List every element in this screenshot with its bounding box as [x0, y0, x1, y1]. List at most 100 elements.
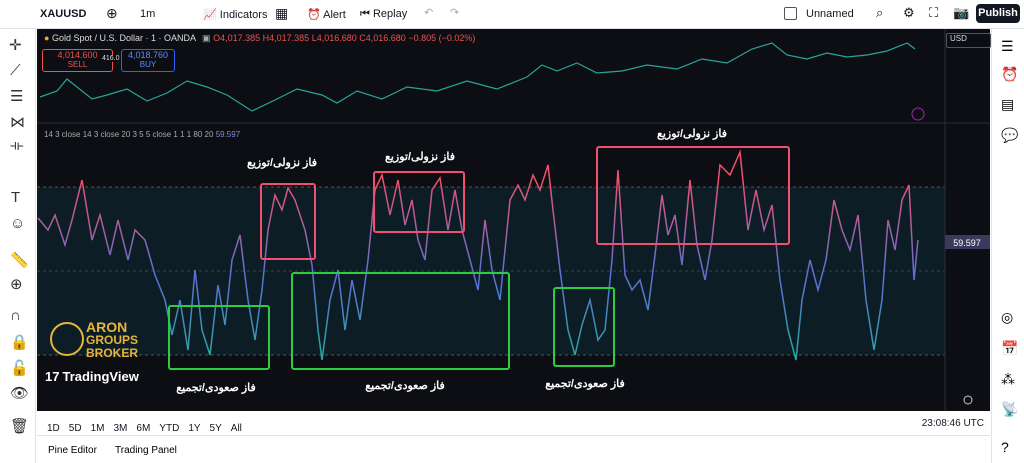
text-tool[interactable]: T [11, 189, 21, 206]
close: C4,016.680 [359, 33, 406, 43]
left-toolbar: ✛ ⟋ ☰ ⋈ ⟛ T ☺ 📏 ⊕ ∩ 🔒 🔓 👁 🗑 [0, 29, 36, 463]
range-buttons: 1D 5D 1M 3M 6M YTD 1Y 5Y All [47, 418, 251, 436]
logo-emblem [50, 322, 84, 356]
trend-line-tool[interactable]: ⟋ [10, 62, 21, 79]
lock-drawings[interactable]: 🔒 [10, 334, 29, 351]
change: −0.805 (−0.02%) [408, 33, 476, 43]
layout-checkbox[interactable] [784, 7, 797, 20]
redo[interactable]: ↷ [450, 7, 460, 19]
apps[interactable]: ⁂ [1001, 371, 1015, 387]
logo-line: BROKER [86, 346, 139, 360]
logo-text: ARON GROUPS BROKER [86, 319, 139, 360]
clock: 23:08:46 UTC [921, 418, 984, 429]
range-button[interactable]: 1M [90, 423, 105, 434]
help[interactable]: ? [1001, 439, 1009, 455]
currency-select[interactable]: USD [946, 33, 991, 48]
buy-price: 4,018.760 [127, 50, 169, 60]
alert[interactable]: ⏰ Alert [307, 9, 346, 21]
logo-line: ARON [86, 319, 128, 335]
layout-name[interactable]: Unnamed [806, 8, 854, 20]
range-button[interactable]: 1Y [188, 423, 201, 434]
distribution-box [373, 171, 465, 233]
unlock-drawings[interactable]: 🔓 [10, 360, 29, 377]
chart-settings[interactable] [963, 395, 973, 405]
bottom-tab[interactable]: Trading Panel [115, 445, 177, 456]
ruler-tool[interactable]: 📏 [10, 252, 29, 269]
logo-line: GROUPS [86, 333, 139, 347]
zoom-tool[interactable]: ⊕ [10, 276, 23, 293]
distribution-box [596, 146, 790, 245]
alerts-panel[interactable]: ⏰ [1001, 66, 1019, 82]
range-button[interactable]: 1D [47, 423, 60, 434]
ideas[interactable]: ◎ [1001, 309, 1014, 325]
high: H4,017.385 [262, 33, 310, 43]
sell-label: SELL [67, 60, 88, 69]
replay[interactable]: ⏮ Replay [360, 8, 408, 20]
calendar[interactable]: 📅 [1001, 340, 1019, 356]
watermark-text: TradingView [62, 369, 139, 384]
crosshair-tool[interactable]: ✛ [9, 37, 22, 54]
fullscreen[interactable]: ⛶ [929, 5, 939, 20]
buy-button[interactable]: 4,018.760 BUY [121, 49, 175, 72]
top-toolbar: XAUUSD ⊕ 1m 📈 Indicators ▦ ⏰ Alert ⏮ Rep… [0, 0, 1024, 29]
interval[interactable]: 1m [140, 8, 156, 20]
indicator-settings: 14 3 close 14 3 close 20 3 5 5 close 1 1… [44, 130, 214, 139]
object-tree[interactable]: ▤ [1001, 96, 1015, 112]
accumulation-label: فاز صعودی/تجمیع [176, 382, 256, 394]
accumulation-box [553, 287, 615, 367]
sell-price: 4,014.600 [57, 50, 98, 60]
indicator-value: 59.597 [215, 130, 241, 139]
settings[interactable]: ⚙ [903, 5, 915, 20]
pattern-tool[interactable]: ⋈ [10, 114, 25, 131]
range-button[interactable]: 5Y [209, 423, 222, 434]
add-symbol[interactable]: ⊕ [106, 5, 118, 21]
oscillator-line [37, 149, 919, 361]
accumulation-label: فاز صعودی/تجمیع [545, 378, 625, 390]
price-line [39, 42, 916, 112]
indicators[interactable]: 📈 Indicators [203, 9, 268, 21]
publish[interactable]: Publish [976, 4, 1020, 23]
undo[interactable]: ↶ [424, 7, 434, 19]
bottom-tab[interactable]: Pine Editor [48, 445, 97, 456]
range-button[interactable]: All [230, 423, 242, 434]
accumulation-box [168, 305, 270, 370]
spread: 416.0 [102, 55, 120, 62]
lightning-icon [911, 107, 925, 121]
measure-tool[interactable]: ⟛ [10, 137, 24, 154]
chart-legend: ● Gold Spot / U.S. Dollar · 1 · OANDA ▣ … [44, 33, 476, 43]
emoji-tool[interactable]: ☺ [10, 215, 26, 232]
alert-label: Alert [323, 9, 346, 21]
range-button[interactable]: 5D [68, 423, 82, 434]
chat[interactable]: 💬 [1001, 127, 1019, 143]
magnet-tool[interactable]: ∩ [10, 307, 21, 324]
range-button[interactable]: 6M [136, 423, 151, 434]
indicator-legend: 14 3 close 14 3 close 20 3 5 5 close 1 1… [44, 130, 240, 139]
watermark: 17 TradingView [45, 369, 139, 384]
value-tag-label: 59.597 [953, 238, 981, 248]
range-bar: 1D 5D 1M 3M 6M YTD 1Y 5Y All 23:08:46 UTC [37, 412, 990, 436]
watchlist[interactable]: ☰ [1001, 38, 1014, 54]
accumulation-box [291, 272, 510, 370]
range-button[interactable]: YTD [159, 423, 180, 434]
search[interactable]: ⌕ [876, 5, 884, 20]
symbol[interactable]: XAUUSD [40, 8, 87, 20]
snapshot[interactable]: 📷 [953, 5, 970, 20]
bottom-panel: Pine Editor Trading Panel [37, 437, 990, 463]
buy-label: BUY [139, 60, 157, 69]
distribution-label: فاز نزولی/توزیع [657, 128, 727, 140]
indicators-label: Indicators [219, 9, 268, 21]
chart-title: Gold Spot / U.S. Dollar · 1 · OANDA [51, 33, 196, 43]
distribution-label: فاز نزولی/توزیع [385, 151, 455, 163]
streams[interactable]: 📡 [1001, 401, 1019, 417]
right-sidebar: ☰ ⏰ ▤ 💬 ◎ 📅 ⁂ 📡 ? [991, 29, 1024, 463]
distribution-box [260, 183, 316, 260]
range-button[interactable]: 3M [113, 423, 128, 434]
distribution-label: فاز نزولی/توزیع [247, 157, 317, 169]
accumulation-label: فاز صعودی/تجمیع [365, 380, 445, 392]
open: O4,017.385 [213, 33, 261, 43]
fib-tool[interactable]: ☰ [10, 88, 24, 105]
layouts[interactable]: ▦ [275, 5, 289, 21]
delete-drawings[interactable]: 🗑 [10, 418, 30, 435]
hide-drawings[interactable]: 👁 [10, 385, 30, 402]
